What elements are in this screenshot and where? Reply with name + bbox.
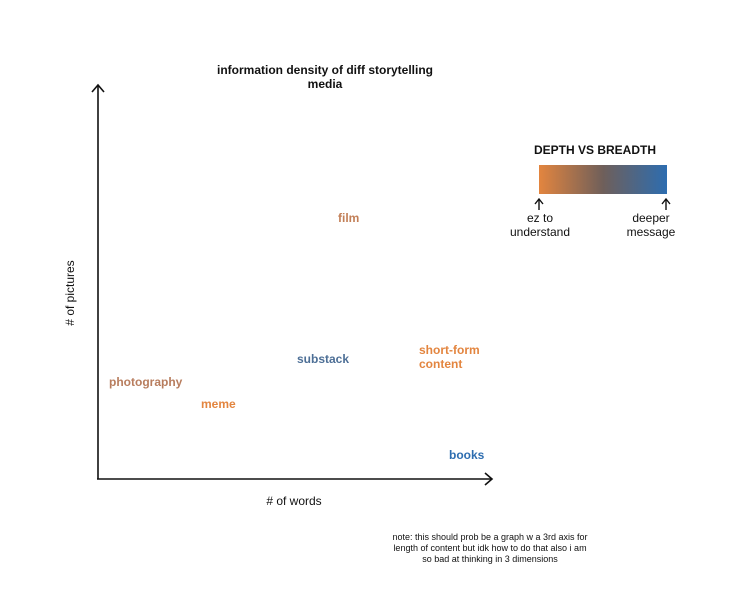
y-axis-label: # of pictures [63, 260, 77, 326]
point-short-form-content: short-form content [419, 343, 480, 371]
legend-right-label: deeper message [626, 211, 676, 239]
point-substack: substack [297, 352, 350, 366]
footnote: note: this should prob be a graph w a 3r… [392, 532, 588, 564]
x-axis-label: # of words [266, 494, 322, 508]
diagram-title: information density of diff storytelling… [217, 63, 433, 91]
point-photography: photography [109, 375, 183, 389]
legend-gradient-bar [539, 165, 667, 194]
legend-left-arrow-icon [534, 197, 544, 205]
point-books: books [449, 448, 485, 462]
point-film: film [338, 211, 360, 225]
legend-title: DEPTH VS BREADTH [533, 143, 656, 157]
x-axis-arrow-icon [484, 472, 494, 486]
y-axis-arrow-icon [91, 83, 105, 93]
legend-left-label: ez to understand [509, 211, 571, 239]
point-meme: meme [201, 397, 236, 411]
legend-right-arrow-icon [661, 197, 671, 205]
